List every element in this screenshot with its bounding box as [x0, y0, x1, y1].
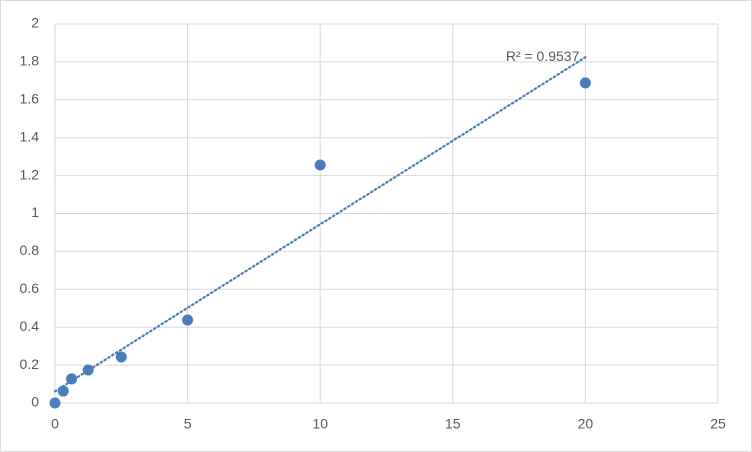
y-tick-label: 2 [31, 15, 39, 31]
x-tick-label: 15 [445, 416, 461, 432]
data-point [115, 351, 127, 363]
data-point [579, 77, 591, 89]
x-tick-label: 5 [184, 416, 192, 432]
y-tick-label: 0.4 [20, 318, 40, 334]
y-tick-label: 1.4 [20, 128, 40, 144]
x-tick-label: 10 [312, 416, 328, 432]
y-tick-label: 0.2 [20, 356, 40, 372]
trendline-label: R² = 0.9537 [506, 48, 580, 64]
y-tick-label: 1.2 [20, 166, 40, 182]
data-point [49, 397, 61, 409]
y-tick-label: 1.8 [20, 53, 40, 69]
data-point [66, 373, 78, 385]
data-point [82, 364, 94, 376]
y-tick-label: 0.8 [20, 242, 40, 258]
trendline [53, 56, 587, 393]
data-point [314, 159, 326, 171]
x-tick-label: 0 [51, 416, 59, 432]
y-tick-label: 1.6 [20, 91, 40, 107]
data-point [182, 314, 194, 326]
y-tick-label: 0.6 [20, 280, 40, 296]
y-tick-label: 1 [31, 204, 39, 220]
x-tick-label: 25 [710, 416, 726, 432]
y-tick-label: 0 [31, 394, 39, 410]
data-point [57, 385, 69, 397]
x-tick-label: 20 [578, 416, 594, 432]
